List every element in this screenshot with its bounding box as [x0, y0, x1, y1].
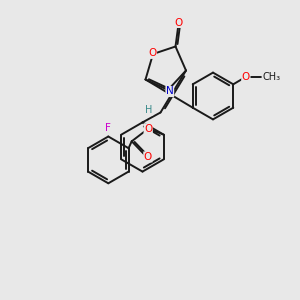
Text: O: O	[242, 72, 250, 82]
Text: H: H	[146, 105, 153, 115]
Text: O: O	[144, 124, 152, 134]
Text: O: O	[144, 152, 152, 162]
Text: O: O	[174, 17, 183, 28]
Text: O: O	[148, 48, 157, 59]
Text: F: F	[105, 123, 111, 133]
Text: N: N	[166, 86, 174, 97]
Text: CH₃: CH₃	[262, 72, 280, 82]
